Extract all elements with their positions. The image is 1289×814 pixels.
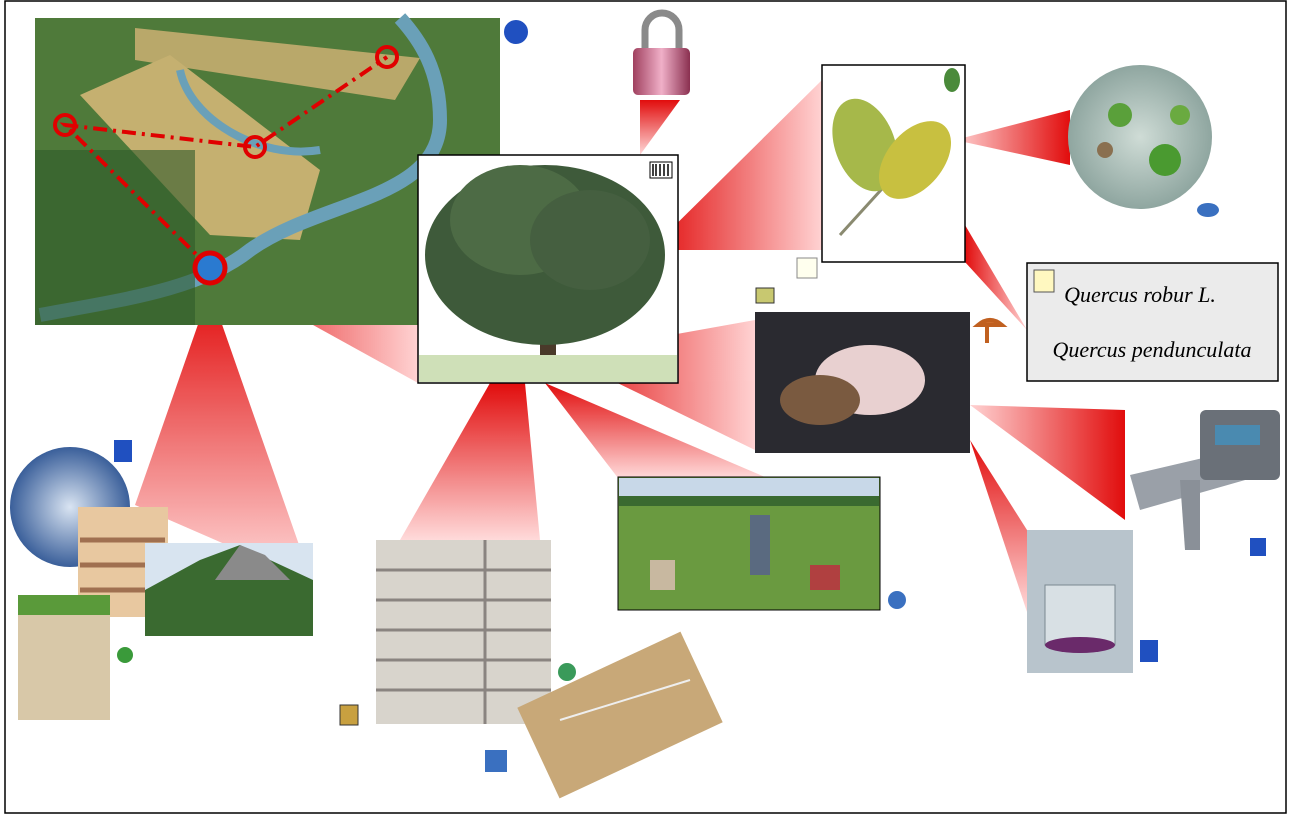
species-box: Quercus robur L. Quercus pendunculata [1026, 262, 1279, 382]
connectors [135, 80, 1125, 612]
specimen-package [485, 631, 723, 799]
frame [4, 0, 1287, 814]
species-synonym: Quercus pendunculata [1053, 337, 1252, 362]
tree-photo [417, 154, 679, 384]
herbarium-shelves [339, 540, 576, 726]
fungus-photo [755, 287, 1008, 453]
aerial-map [35, 13, 530, 325]
caliper-photo [1130, 410, 1280, 556]
leaf-photo [796, 64, 966, 279]
environment-group [10, 440, 313, 720]
lock-icon [633, 9, 690, 95]
field-photo [617, 476, 906, 611]
petri-dish [1068, 65, 1219, 217]
species-name: Quercus robur L. [1064, 282, 1216, 307]
desiccator-photo [1027, 530, 1158, 673]
